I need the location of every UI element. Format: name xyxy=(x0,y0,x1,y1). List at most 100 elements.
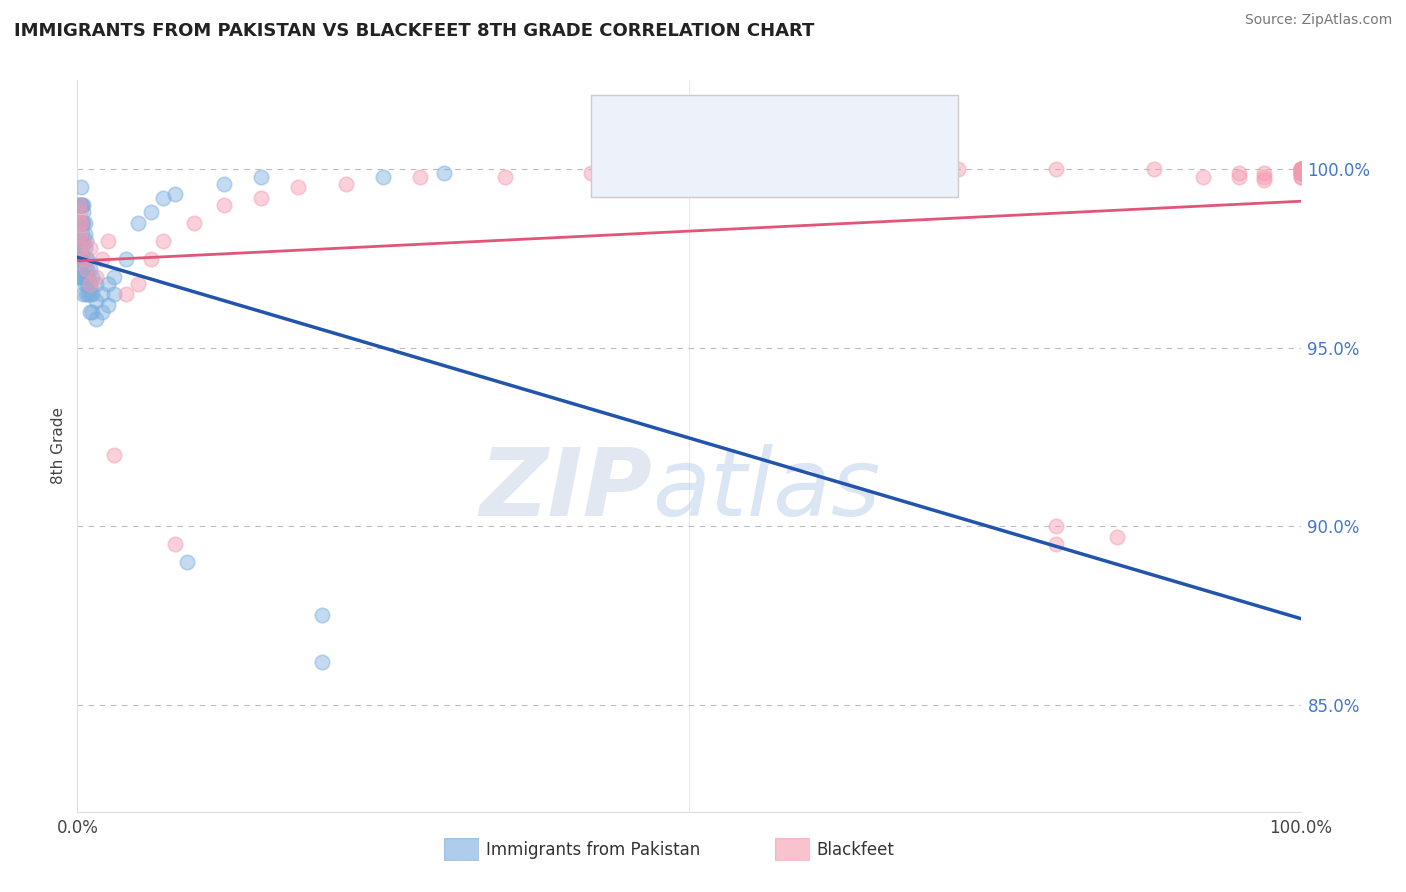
Point xyxy=(70,198,93,212)
Point xyxy=(72,269,94,284)
Point xyxy=(73,216,96,230)
Text: atlas: atlas xyxy=(652,444,880,535)
Point xyxy=(67,234,90,248)
Point xyxy=(80,287,103,301)
Point xyxy=(1045,537,1067,551)
Point xyxy=(409,169,432,184)
Point xyxy=(335,177,357,191)
Point xyxy=(70,216,93,230)
Point xyxy=(128,277,150,291)
Point xyxy=(73,227,96,241)
Point xyxy=(84,312,107,326)
Point xyxy=(90,287,112,301)
Point xyxy=(67,252,90,266)
Point xyxy=(776,162,799,177)
Point xyxy=(67,198,90,212)
FancyBboxPatch shape xyxy=(595,100,647,141)
Point xyxy=(311,608,333,623)
Point xyxy=(250,191,273,205)
Point xyxy=(311,655,333,669)
Point xyxy=(1289,166,1312,180)
Point xyxy=(72,216,94,230)
Point xyxy=(67,216,90,230)
Point xyxy=(75,287,97,301)
FancyBboxPatch shape xyxy=(591,95,957,197)
Point xyxy=(678,166,700,180)
Point xyxy=(72,252,94,266)
Point xyxy=(76,262,98,277)
Point xyxy=(79,262,101,277)
Point xyxy=(152,191,174,205)
Point xyxy=(84,269,107,284)
Point xyxy=(1289,166,1312,180)
Point xyxy=(1289,162,1312,177)
Point xyxy=(76,252,98,266)
Point xyxy=(67,216,90,230)
Point xyxy=(70,255,93,269)
Point xyxy=(946,162,969,177)
Point xyxy=(1289,162,1312,177)
Point xyxy=(152,234,174,248)
Point xyxy=(70,241,93,255)
Point xyxy=(75,262,97,277)
Text: Immigrants from Pakistan: Immigrants from Pakistan xyxy=(486,841,700,859)
Point xyxy=(73,277,96,291)
Point xyxy=(69,227,91,241)
Point xyxy=(495,169,517,184)
Point xyxy=(1289,162,1312,177)
Point xyxy=(77,287,100,301)
Point xyxy=(1289,166,1312,180)
Point xyxy=(72,205,94,219)
Text: Source: ZipAtlas.com: Source: ZipAtlas.com xyxy=(1244,13,1392,28)
Point xyxy=(80,305,103,319)
Point xyxy=(70,269,93,284)
Point xyxy=(1289,162,1312,177)
Point xyxy=(84,277,107,291)
Point xyxy=(75,252,97,266)
Point xyxy=(90,252,112,266)
Point xyxy=(73,241,96,255)
Point xyxy=(79,241,101,255)
Point xyxy=(73,262,96,277)
Point xyxy=(1253,169,1275,184)
Point xyxy=(1107,530,1129,544)
Point xyxy=(79,287,101,301)
Point xyxy=(69,216,91,230)
Point xyxy=(72,198,94,212)
Point xyxy=(139,205,162,219)
Point xyxy=(371,169,394,184)
Point xyxy=(70,216,93,230)
Point xyxy=(75,234,97,248)
Point xyxy=(79,277,101,291)
Point xyxy=(1045,162,1067,177)
Point xyxy=(1143,162,1166,177)
Point xyxy=(72,234,94,248)
Point xyxy=(1253,166,1275,180)
Y-axis label: 8th Grade: 8th Grade xyxy=(51,408,66,484)
Point xyxy=(862,162,884,177)
Point xyxy=(115,252,138,266)
Point xyxy=(70,198,93,212)
Point xyxy=(103,269,125,284)
FancyBboxPatch shape xyxy=(595,148,647,189)
Text: ZIP: ZIP xyxy=(479,444,652,536)
Point xyxy=(79,305,101,319)
Point xyxy=(75,269,97,284)
Point xyxy=(165,537,187,551)
Point xyxy=(1253,173,1275,187)
Point xyxy=(103,448,125,462)
Point xyxy=(97,234,120,248)
Point xyxy=(139,252,162,266)
Point xyxy=(97,277,120,291)
Point xyxy=(84,294,107,309)
Point xyxy=(287,180,309,194)
Point xyxy=(1191,169,1213,184)
Point xyxy=(90,305,112,319)
Point xyxy=(77,269,100,284)
Point xyxy=(1045,519,1067,533)
Point xyxy=(69,198,91,212)
Point xyxy=(1229,169,1251,184)
Point xyxy=(212,177,235,191)
Point xyxy=(67,198,90,212)
Point xyxy=(433,166,456,180)
